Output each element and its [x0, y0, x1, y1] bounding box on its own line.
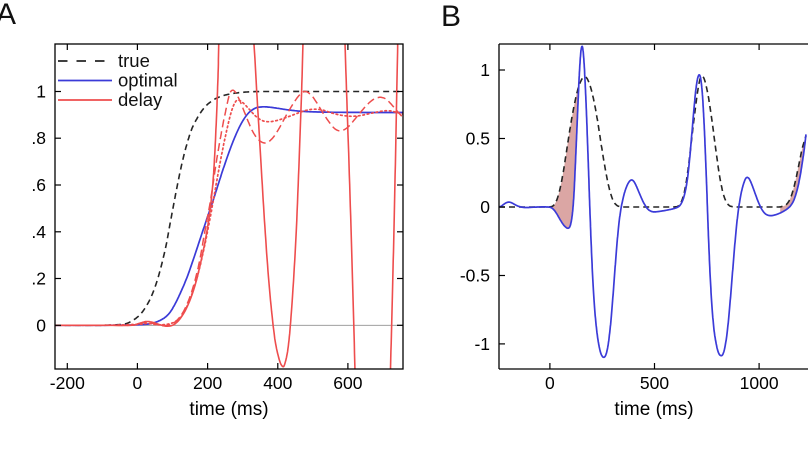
axes-box: [54, 43, 404, 370]
legend-label-delay: delay: [118, 89, 163, 110]
y-tick-label: .8: [31, 128, 46, 148]
plot-area: [499, 45, 807, 359]
panel-b-letter: B: [441, 0, 462, 33]
y-tick-label: 0: [480, 197, 490, 217]
x-tick-label: 200: [193, 373, 222, 393]
y-tick-label: 1: [480, 60, 490, 80]
x-tick-label: 600: [333, 373, 362, 393]
panel-b-xlabel: time (ms): [614, 399, 694, 420]
x-tick-label: -200: [50, 373, 85, 393]
curve-true-b: [499, 75, 807, 208]
x-tick-label: 500: [640, 373, 669, 393]
error-fill-region: [550, 84, 579, 229]
plot-area: [55, 44, 403, 369]
curve-optimal-b: [499, 45, 807, 359]
y-tick-label: 1: [36, 82, 46, 102]
y-tick-label: 0.5: [466, 129, 490, 149]
y-tick-label: 0: [36, 315, 46, 335]
x-tick-label: 0: [545, 373, 555, 393]
x-tick-label: 1000: [740, 373, 779, 393]
y-tick-label: .6: [31, 175, 46, 195]
curve-delay-solid-a: [55, 44, 399, 369]
y-tick-label: -1: [474, 334, 490, 354]
x-tick-label: 400: [263, 373, 292, 393]
x-tick-label: 0: [133, 373, 143, 393]
error-fill-region: [780, 137, 806, 214]
panel-a-letter: A: [0, 0, 17, 31]
panel-a-xlabel: time (ms): [189, 399, 269, 420]
curve-optimal-a: [55, 105, 403, 327]
y-tick-label: .4: [31, 222, 46, 242]
legend-label-true: true: [118, 50, 150, 71]
legend-label-optimal: optimal: [118, 70, 178, 91]
panel-b-plot: 0 500 1000 1 0.5 0 -0.5 -1: [460, 43, 808, 393]
y-tick-label: -0.5: [460, 266, 490, 286]
curve-true-a: [55, 90, 403, 327]
y-tick-label: .2: [31, 269, 46, 289]
